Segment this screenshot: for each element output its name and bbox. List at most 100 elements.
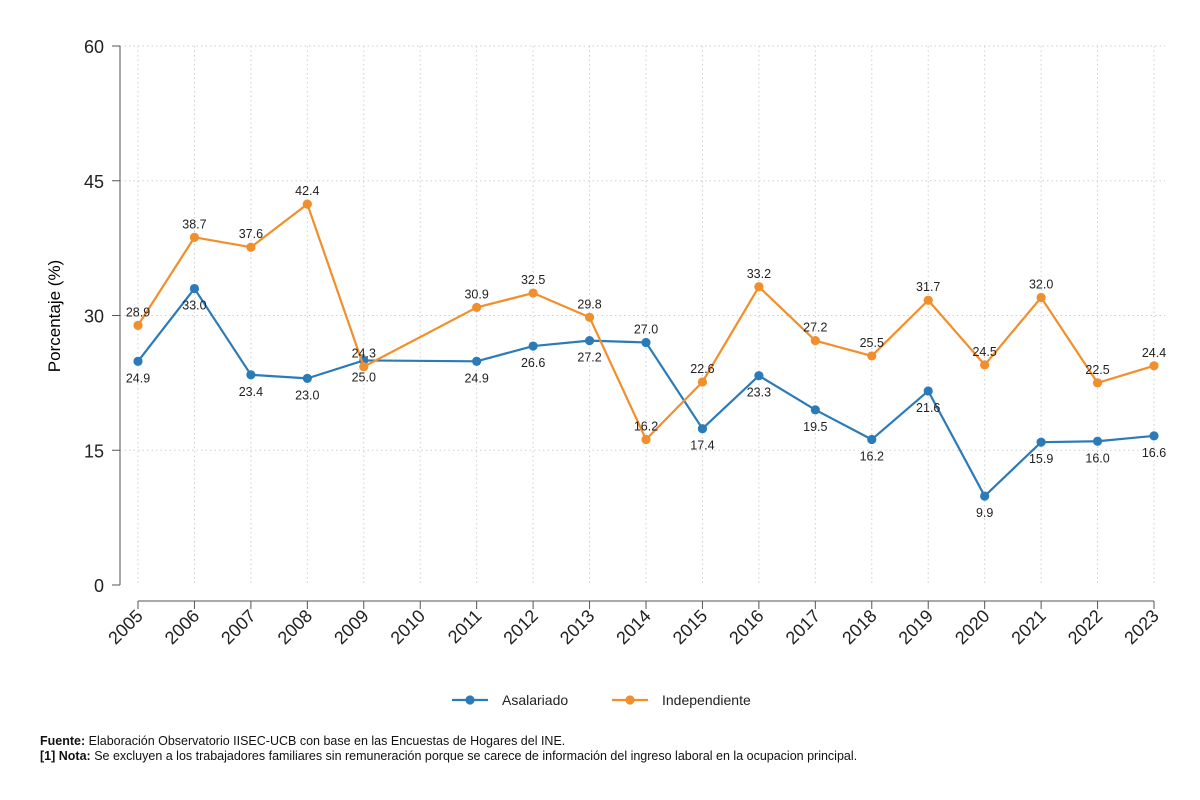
- x-tick-label: 2013: [556, 606, 598, 648]
- x-tick-label: 2005: [104, 606, 146, 648]
- data-point: [697, 424, 708, 434]
- data-point: [810, 405, 820, 415]
- data-label: 22.5: [1085, 363, 1109, 377]
- data-label: 23.0: [295, 388, 319, 402]
- grid: [120, 45, 1165, 585]
- data-point: [641, 337, 651, 348]
- legend-swatch-dot: [625, 695, 635, 705]
- data-label: 32.5: [521, 273, 545, 287]
- data-point: [584, 336, 595, 346]
- x-tick-label: 2017: [782, 606, 824, 648]
- x-tick-label: 2015: [669, 606, 711, 648]
- series-line-independiente: [137, 203, 1155, 441]
- data-label: 29.8: [577, 297, 601, 311]
- data-label: 17.4: [690, 439, 714, 453]
- data-point: [246, 370, 256, 380]
- note-text: Se excluyen a los trabajadores familiare…: [94, 749, 858, 763]
- data-label: 24.9: [464, 371, 488, 385]
- data-point: [359, 362, 369, 372]
- source-text: Elaboración Observatorio IISEC-UCB con b…: [88, 734, 566, 748]
- data-label: 16.2: [860, 449, 884, 463]
- data-point: [528, 288, 538, 298]
- data-label: 16.0: [1085, 451, 1109, 465]
- data-label: 32.0: [1029, 278, 1053, 292]
- y-tick-label: 0: [94, 576, 104, 596]
- data-point: [697, 377, 708, 387]
- x-tick-label: 2010: [387, 606, 429, 648]
- data-label: 25.5: [860, 336, 884, 350]
- x-tick-label: 2016: [725, 606, 767, 648]
- data-point: [980, 360, 990, 370]
- data-label: 27.0: [634, 322, 658, 336]
- data-label: 27.2: [577, 351, 601, 365]
- data-label: 27.2: [803, 321, 827, 335]
- data-label: 37.6: [239, 227, 263, 241]
- data-label: 24.4: [1142, 346, 1166, 360]
- data-point: [246, 242, 256, 252]
- data-labels: 24.9 33.0 23.4 23.0 25.0 24.9 26.6 27.2 27.0 17.4…: [126, 184, 1166, 520]
- data-label: 23.4: [239, 385, 263, 399]
- x-tick-label: 2009: [330, 606, 372, 648]
- data-label: 16.6: [1142, 446, 1166, 460]
- data-label: 28.9: [126, 305, 150, 319]
- x-tick-label: 2019: [895, 606, 937, 648]
- data-label: 38.7: [182, 217, 206, 231]
- data-label: 23.3: [747, 386, 771, 400]
- data-label: 30.9: [464, 287, 488, 301]
- data-label: 19.5: [803, 420, 827, 434]
- data-point: [133, 356, 143, 366]
- data-point: [810, 336, 820, 346]
- series: [133, 199, 1159, 501]
- data-point: [528, 341, 538, 351]
- data-point: [133, 320, 143, 330]
- data-point: [754, 371, 764, 381]
- x-tick-label: 2012: [499, 606, 541, 648]
- line-chart: 0 15 30 45 60 2005 2006 2007 2008 2009 2010 2011 201…: [45, 37, 1166, 708]
- data-label: 21.6: [916, 401, 940, 415]
- data-point: [1149, 431, 1159, 441]
- y-tick-label: 45: [84, 172, 104, 192]
- data-point: [641, 434, 651, 445]
- y-tick-label: 30: [84, 307, 104, 327]
- data-point: [867, 351, 877, 361]
- data-label: 16.2: [634, 419, 658, 433]
- data-label: 15.9: [1029, 452, 1053, 466]
- source-line: Fuente: Elaboración Observatorio IISEC-U…: [40, 734, 857, 749]
- data-point: [867, 434, 877, 445]
- data-point: [923, 386, 933, 396]
- data-label: 22.6: [690, 362, 714, 376]
- note-label: [1] Nota:: [40, 749, 91, 763]
- series-line-asalariado: [137, 287, 1155, 498]
- x-tick-label: 2007: [217, 606, 259, 648]
- data-label: 9.9: [976, 506, 993, 520]
- data-point: [980, 491, 990, 501]
- data-label: 33.2: [747, 267, 771, 281]
- data-point: [754, 282, 764, 292]
- data-label: 25.0: [352, 370, 376, 384]
- data-point: [302, 373, 312, 383]
- source-label: Fuente:: [40, 734, 86, 748]
- legend-label: Independiente: [662, 692, 751, 708]
- x-tick-label: 2006: [161, 606, 203, 648]
- x-tick-label: 2011: [444, 606, 486, 648]
- data-point: [472, 302, 482, 313]
- x-tick-label: 2020: [951, 606, 993, 648]
- x-tick-label: 2022: [1064, 606, 1106, 648]
- y-tick-label: 15: [84, 441, 104, 461]
- data-point: [1092, 436, 1103, 446]
- data-point: [1092, 378, 1103, 388]
- x-tick-label: 2008: [274, 606, 316, 648]
- data-label: 24.9: [126, 371, 150, 385]
- footer: Fuente: Elaboración Observatorio IISEC-U…: [40, 734, 857, 764]
- legend: Asalariado Independiente: [452, 692, 751, 708]
- data-point: [1036, 292, 1046, 303]
- legend-label: Asalariado: [502, 692, 568, 708]
- data-point: [472, 356, 482, 366]
- legend-swatch-dot: [465, 695, 475, 705]
- data-label: 33.0: [182, 299, 206, 313]
- x-tick-label: 2023: [1120, 606, 1162, 648]
- data-point: [1036, 437, 1046, 447]
- data-point: [1149, 361, 1159, 371]
- data-point: [923, 295, 933, 305]
- data-point: [584, 312, 595, 322]
